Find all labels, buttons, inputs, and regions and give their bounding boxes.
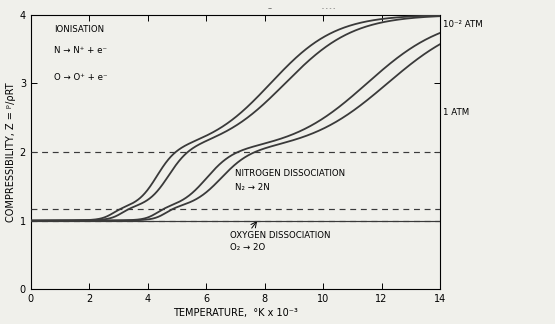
Text: O₂ → 2O: O₂ → 2O: [230, 243, 265, 252]
Text: 10⁻² ATM: 10⁻² ATM: [443, 20, 483, 29]
Text: --: --: [268, 5, 273, 11]
Text: O → O⁺ + e⁻: O → O⁺ + e⁻: [54, 73, 108, 82]
Text: N → N⁺ + e⁻: N → N⁺ + e⁻: [54, 46, 107, 54]
Text: IONISATION: IONISATION: [54, 25, 104, 34]
Text: 1 ATM: 1 ATM: [443, 108, 469, 117]
Text: NITROGEN DISSOCIATION: NITROGEN DISSOCIATION: [235, 169, 346, 178]
Y-axis label: COMPRESSIBILITY, Z = ᵖ/ρRT: COMPRESSIBILITY, Z = ᵖ/ρRT: [6, 82, 16, 222]
Text: OXYGEN DISSOCIATION: OXYGEN DISSOCIATION: [230, 231, 330, 240]
Text: N₂ → 2N: N₂ → 2N: [235, 183, 270, 192]
Text: - - - -: - - - -: [322, 6, 336, 11]
X-axis label: TEMPERATURE,  °K x 10⁻³: TEMPERATURE, °K x 10⁻³: [173, 308, 298, 318]
